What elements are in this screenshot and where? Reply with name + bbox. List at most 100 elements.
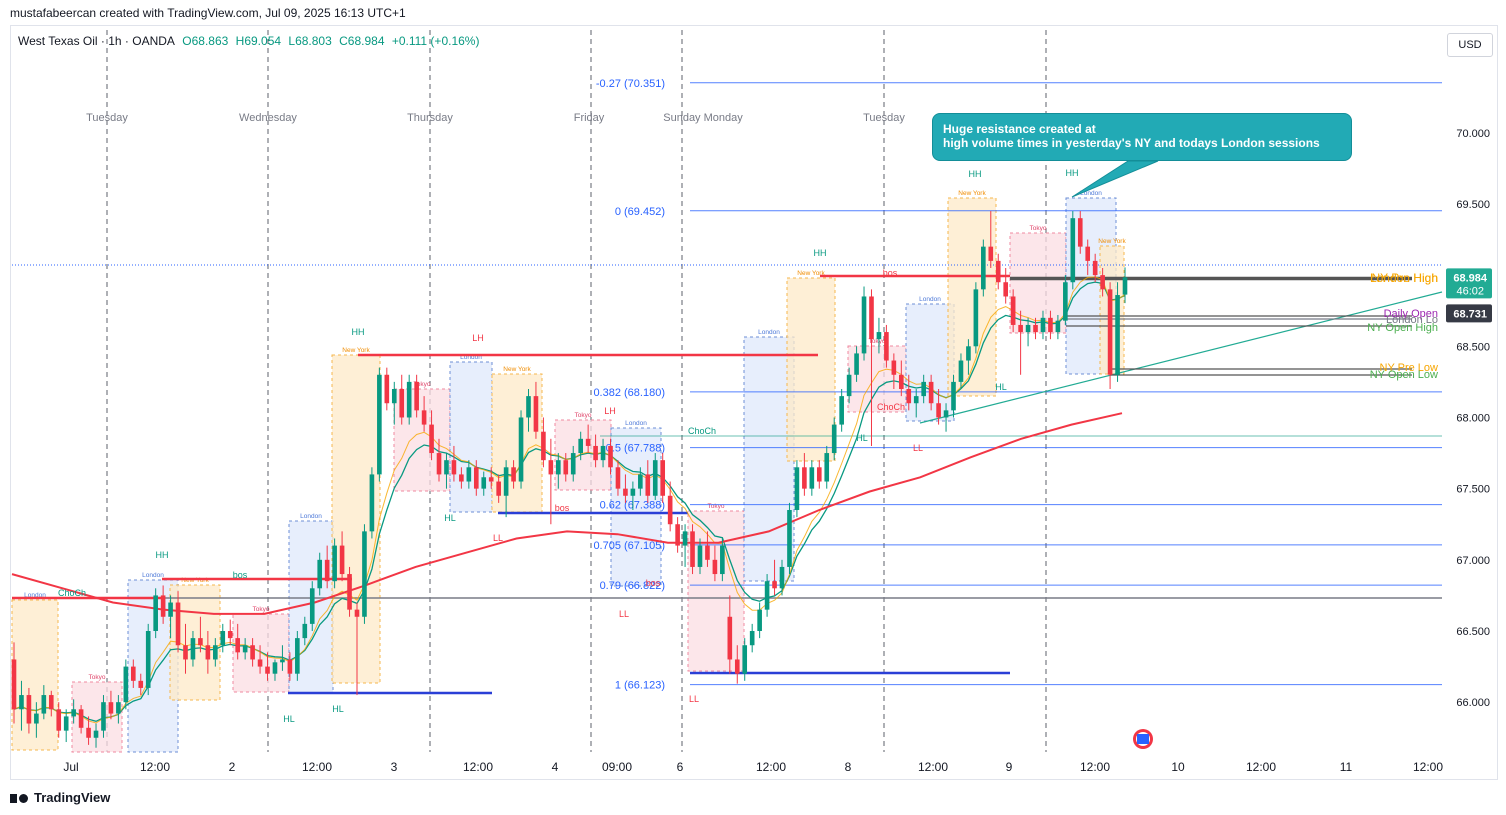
candle [1010,289,1016,333]
structure-label: LL [913,443,923,453]
candle-body [690,531,695,567]
candle-body [995,260,1001,283]
currency-button[interactable]: USD [1447,33,1493,57]
candle [213,638,218,667]
candle [697,538,703,575]
annotation-callout[interactable]: Huge resistance created at high volume t… [932,113,1352,161]
candle-body [533,396,539,432]
price-tick-label: 66.000 [1456,697,1490,709]
candle [645,460,651,503]
candle-body [26,695,32,724]
candle-body [302,623,308,639]
session-box [687,510,745,672]
candle [749,623,755,653]
candle [295,631,300,681]
candle-body [593,445,598,461]
candle [518,410,524,489]
candle-body [727,616,733,660]
symbol-name[interactable]: West Texas Oil · 1h · OANDA [18,34,175,48]
structure-label: ChoCh [877,402,905,412]
candle-body [503,467,509,496]
candle-body [802,467,807,489]
candle-body [928,381,934,404]
candle-body [556,460,561,475]
candle-body [436,453,442,475]
candle-body [466,467,472,482]
candle [623,474,628,503]
candle [220,623,226,653]
candle-body [406,381,412,418]
candle-body [645,474,651,496]
candle-body [839,396,844,425]
session-name-label: London [758,329,780,336]
price-tick-label: 68.500 [1456,341,1490,353]
candle-body [41,695,47,714]
candle [1100,268,1105,297]
fib-level-label: 0.5 (67.788) [606,443,665,455]
candle-body [1092,260,1098,276]
candle [1092,253,1098,283]
candle-body [369,474,375,532]
structure-label: HL [332,704,344,714]
candle [630,481,636,510]
candle-body [988,246,994,261]
session-level-label: NY Pre Low [1380,362,1439,374]
candle [563,453,569,482]
candle-body [585,438,591,446]
candle [86,716,91,745]
candle [802,453,807,496]
candle [943,403,949,432]
session-name-label: New York [503,366,531,373]
candle [56,702,62,738]
candle [1055,314,1061,340]
candle-body [1003,282,1009,297]
candle-body [906,389,912,404]
candle [48,690,54,717]
candle-body [675,524,680,546]
candle [280,645,285,671]
candle-body [1018,324,1023,333]
candle [667,481,673,532]
session-name-label: London [625,420,647,427]
fib-level-label: 0.382 (68.180) [593,387,665,399]
candle [473,460,479,496]
candle-body [869,296,874,340]
day-label: Tuesday [863,112,905,124]
candle [958,353,964,389]
session-name-label: Tokyo [708,503,725,510]
day-label: Tuesday [86,112,128,124]
candle-body [1085,246,1091,261]
tradingview-footer[interactable]: TradingView [10,790,110,805]
candle-body [712,559,718,575]
candle-body [63,716,69,731]
candle-body [496,481,501,496]
candle [526,389,531,432]
structure-label: HL [283,714,295,724]
session-name-label: London [24,592,46,599]
candle [839,389,844,432]
candle-body [19,695,24,710]
candle-body [287,659,293,674]
candle-body [526,396,531,418]
structure-label: ChoCh [688,426,716,436]
candle [384,367,390,411]
candle [884,324,889,368]
candle-body [1070,218,1076,283]
close-value: C68.984 [339,34,385,48]
low-value: L68.803 [288,34,332,48]
session-name-label: Tokyo [253,606,270,613]
structure-label: bos [233,570,248,580]
candle-body [414,381,419,411]
candle [414,374,419,418]
price-tick-label: 67.000 [1456,555,1490,567]
structure-label: LL [619,609,629,619]
session-name-label: Tokyo [575,412,592,419]
chart-frame[interactable] [10,25,1498,780]
candle-body [183,645,188,660]
candle-body [943,410,949,418]
time-tick-label: 09:00 [602,760,632,774]
trend-line [919,291,1443,424]
candle-body [578,438,583,454]
candle [600,438,606,468]
